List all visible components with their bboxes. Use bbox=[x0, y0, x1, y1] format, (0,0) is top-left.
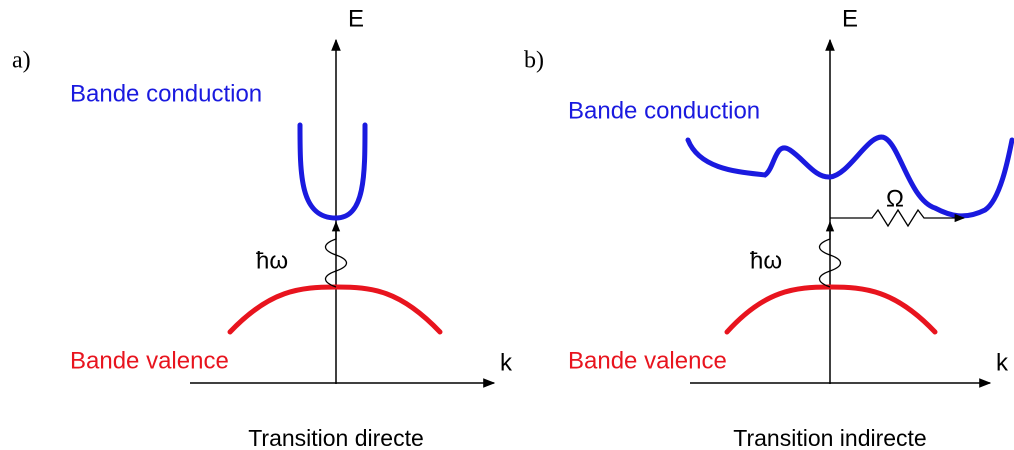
axis-label: k bbox=[996, 349, 1009, 376]
panel-a: a) E k Bande conduction ħω Bande valence… bbox=[12, 5, 513, 450]
phonon bbox=[830, 208, 966, 228]
conduction-band bbox=[297, 122, 368, 221]
valence-label: Bande valence bbox=[70, 347, 229, 374]
photon-label: ħω bbox=[256, 247, 288, 274]
valence-label: Bande valence bbox=[568, 347, 727, 374]
valence-band bbox=[724, 284, 938, 335]
panel-label: a) bbox=[12, 48, 31, 74]
conduction-label: Bande conduction bbox=[70, 80, 262, 107]
panel-label: b) bbox=[524, 48, 544, 74]
axis-label: E bbox=[842, 5, 858, 32]
conduction-band bbox=[685, 134, 1014, 219]
caption: Transition indirecte bbox=[733, 425, 926, 450]
photon bbox=[324, 220, 348, 288]
panel-b: b) E k Bande conduction Ω ħω Bande valen… bbox=[524, 5, 1014, 450]
caption: Transition directe bbox=[248, 425, 424, 450]
conduction-label: Bande conduction bbox=[568, 97, 760, 124]
phonon-label: Ω bbox=[886, 185, 904, 212]
valence-band bbox=[227, 284, 443, 335]
photon bbox=[818, 220, 842, 288]
axis-label: k bbox=[500, 349, 513, 376]
photon-label: ħω bbox=[750, 247, 782, 274]
axis-label: E bbox=[348, 5, 364, 32]
